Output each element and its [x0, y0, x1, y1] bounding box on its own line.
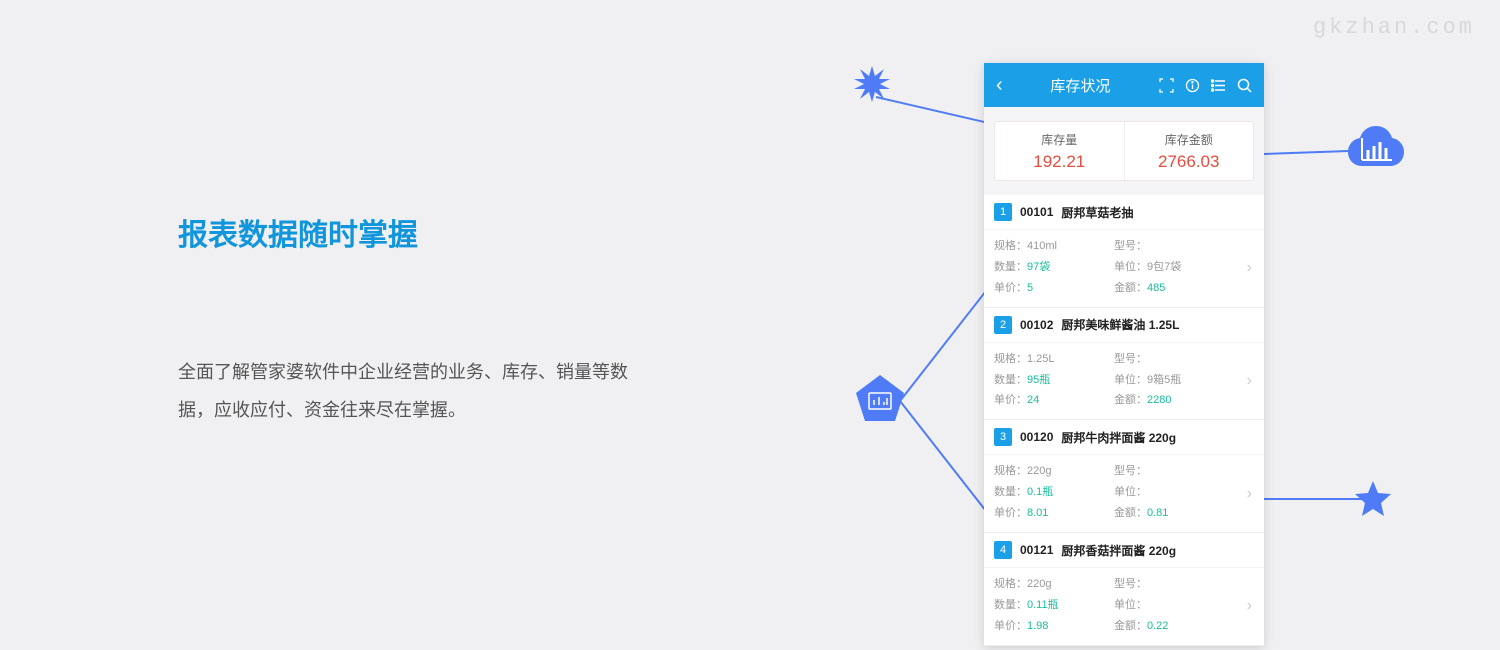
- pentagon-chart-icon: [854, 373, 906, 425]
- item-header: 1 00101 厨邦草菇老抽: [984, 195, 1264, 230]
- list-icon[interactable]: [1210, 77, 1226, 93]
- item-header: 2 00102 厨邦美味鲜酱油 1.25L: [984, 308, 1264, 343]
- item-badge: 2: [994, 316, 1012, 334]
- phone-mockup: ‹ 库存状况 库存量 192.21 库存金额 2766.03 1 00101 厨邦草…: [984, 63, 1264, 646]
- item-badge: 4: [994, 541, 1012, 559]
- item-code: 00120: [1020, 430, 1053, 444]
- search-icon[interactable]: [1236, 77, 1252, 93]
- inventory-item[interactable]: 2 00102 厨邦美味鲜酱油 1.25L 规格：1.25L型号：数量：95瓶单位：9…: [984, 308, 1264, 421]
- item-code: 00101: [1020, 205, 1053, 219]
- item-name: 厨邦牛肉拌面酱 220g: [1061, 429, 1176, 446]
- app-topbar: ‹ 库存状况: [984, 63, 1264, 107]
- chevron-right-icon: ›: [1247, 259, 1252, 277]
- item-body: 规格：410ml型号：数量：97袋单位：9包7袋单价：5金额：485›: [984, 230, 1264, 307]
- summary-value: 2766.03: [1158, 152, 1219, 172]
- inventory-item[interactable]: 1 00101 厨邦草菇老抽规格：410ml型号：数量：97袋单位：9包7袋单价：5…: [984, 195, 1264, 308]
- summary-label: 库存金额: [1165, 131, 1213, 148]
- item-body: 规格：1.25L型号：数量：95瓶单位：9箱5瓶单价：24金额：2280›: [984, 343, 1264, 420]
- chevron-right-icon: ›: [1247, 372, 1252, 390]
- item-body: 规格：220g型号：数量：0.1瓶单位：单价：8.01金额：0.81›: [984, 455, 1264, 532]
- item-name: 厨邦美味鲜酱油 1.25L: [1061, 316, 1179, 333]
- chevron-right-icon: ›: [1247, 485, 1252, 503]
- inventory-item[interactable]: 4 00121 厨邦香菇拌面酱 220g 规格：220g型号：数量：0.11瓶单位：单…: [984, 533, 1264, 646]
- item-badge: 3: [994, 428, 1012, 446]
- summary-value: 192.21: [1033, 152, 1085, 172]
- page-description: 全面了解管家婆软件中企业经营的业务、库存、销量等数据，应收应付、资金往来尽在掌握…: [178, 354, 658, 430]
- item-code: 00121: [1020, 543, 1053, 557]
- item-header: 3 00120 厨邦牛肉拌面酱 220g: [984, 420, 1264, 455]
- cloud-chart-icon: [1344, 120, 1408, 184]
- star-icon: [1354, 480, 1392, 518]
- watermark-text: gkzhan.com: [1313, 15, 1475, 40]
- topbar-actions: [1158, 77, 1252, 93]
- burst-icon: [854, 66, 890, 102]
- summary-stock-amount[interactable]: 库存金额 2766.03: [1125, 122, 1254, 180]
- summary-label: 库存量: [1041, 131, 1077, 148]
- scan-icon[interactable]: [1158, 77, 1174, 93]
- screen-title: 库存状况: [1050, 75, 1110, 96]
- back-icon[interactable]: ‹: [996, 74, 1003, 97]
- summary-card: 库存量 192.21 库存金额 2766.03: [994, 121, 1254, 181]
- item-body: 规格：220g型号：数量：0.11瓶单位：单价：1.98金额：0.22›: [984, 568, 1264, 645]
- left-content: 报表数据随时掌握 全面了解管家婆软件中企业经营的业务、库存、销量等数据，应收应付…: [178, 210, 658, 430]
- chevron-right-icon: ›: [1247, 597, 1252, 615]
- item-name: 厨邦香菇拌面酱 220g: [1061, 542, 1176, 559]
- inventory-item[interactable]: 3 00120 厨邦牛肉拌面酱 220g 规格：220g型号：数量：0.1瓶单位：单价…: [984, 420, 1264, 533]
- summary-stock-qty[interactable]: 库存量 192.21: [995, 122, 1125, 180]
- inventory-list: 1 00101 厨邦草菇老抽规格：410ml型号：数量：97袋单位：9包7袋单价：5…: [984, 195, 1264, 646]
- item-code: 00102: [1020, 318, 1053, 332]
- page-heading: 报表数据随时掌握: [178, 210, 658, 254]
- item-header: 4 00121 厨邦香菇拌面酱 220g: [984, 533, 1264, 568]
- info-icon[interactable]: [1184, 77, 1200, 93]
- item-badge: 1: [994, 203, 1012, 221]
- item-name: 厨邦草菇老抽: [1061, 204, 1133, 221]
